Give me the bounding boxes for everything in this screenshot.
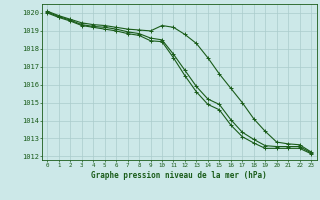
X-axis label: Graphe pression niveau de la mer (hPa): Graphe pression niveau de la mer (hPa) — [91, 171, 267, 180]
